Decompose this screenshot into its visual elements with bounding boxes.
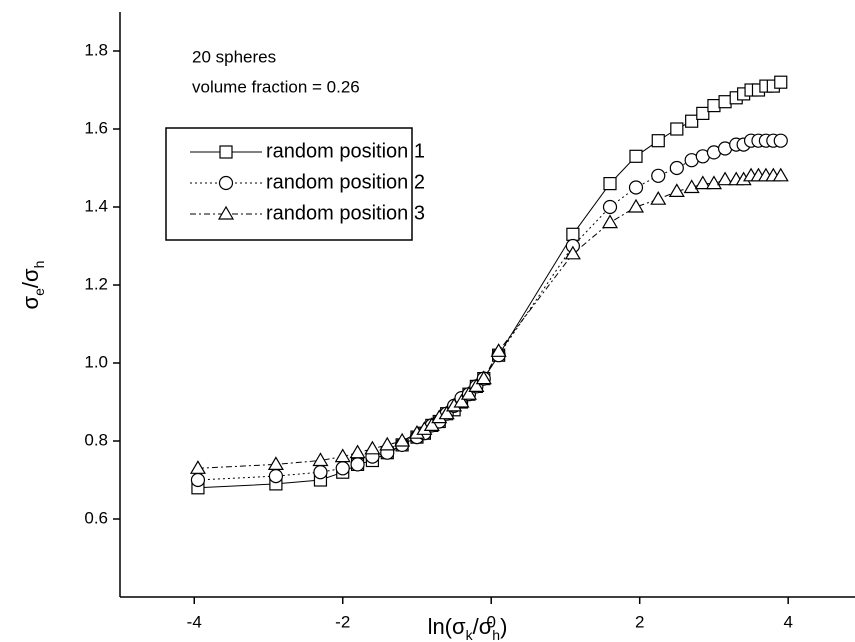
marker [334,448,351,463]
x-tick-label: 4 [783,612,792,631]
marker [189,460,206,474]
y-tick-label: 1.6 [84,118,108,137]
marker [603,177,617,191]
marker [629,149,643,163]
marker [475,370,492,385]
marker [217,205,235,220]
label-part: k [466,627,474,642]
y-tick-label: 1.8 [84,40,108,59]
y-axis-label: σe/σh [18,261,47,310]
marker [394,432,411,447]
marker [718,95,732,109]
marker [774,75,788,89]
marker [705,175,722,190]
marker [707,98,721,113]
marker [685,114,699,128]
marker [219,145,233,159]
annotation: volume fraction = 0.26 [192,77,360,96]
marker [668,183,685,197]
label-part: e [31,288,47,296]
y-tick-label: 0.8 [84,430,108,449]
marker [651,134,665,148]
marker [490,343,507,357]
marker [669,160,684,176]
marker [650,191,667,205]
marker [564,245,581,260]
label-part: ) [500,614,507,639]
marker [453,393,470,408]
x-tick-label: 0 [486,612,495,631]
marker [772,167,789,182]
marker [460,386,477,400]
marker [627,198,645,213]
marker [683,179,700,194]
marker [602,199,618,215]
annotation: 20 spheres [192,47,276,66]
label-part: σ [18,295,43,309]
marker [423,417,440,431]
marker [566,227,580,241]
label-part: h [31,261,47,269]
marker [438,405,455,420]
y-tick-label: 0.6 [84,508,108,527]
label-part: ln(σ [428,614,466,639]
marker [267,456,284,470]
marker [773,133,788,148]
label-part: /σ [18,268,43,288]
x-axis-label: ln(σk/σh) [428,614,508,642]
marker [335,461,350,476]
legend-box [165,127,413,241]
marker [313,465,328,480]
marker [696,106,710,121]
marker [628,180,644,195]
y-tick-label: 1.0 [84,352,108,371]
y-tick-label: 1.4 [84,196,108,215]
marker [349,444,366,459]
label-part: h [492,627,500,642]
legend-label: random position 1 [266,140,425,162]
marker [364,440,381,455]
marker [468,378,485,392]
marker [601,214,619,229]
x-tick-label: -4 [187,612,202,631]
x-tick-label: 2 [635,612,644,631]
marker [670,122,684,136]
marker [379,436,396,451]
marker [350,457,365,472]
marker [268,469,284,484]
x-tick-label: -2 [335,612,350,631]
marker [651,168,666,183]
marker [218,175,234,191]
y-tick-label: 1.2 [84,274,108,293]
marker [717,171,734,186]
marker [694,175,711,190]
marker [190,472,206,488]
marker [312,452,329,467]
label-part: /σ [473,614,493,639]
legend-label: random position 3 [266,202,425,224]
legend-label: random position 2 [266,171,425,193]
